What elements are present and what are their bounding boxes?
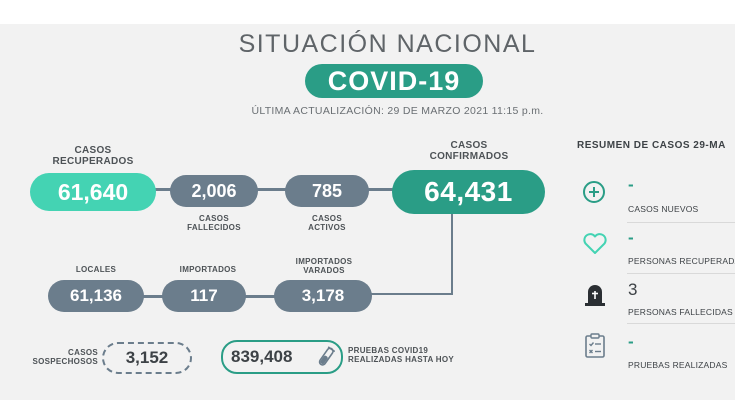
confirmados-label: CASOS CONFIRMADOS (429, 140, 509, 162)
heart-icon (582, 232, 608, 261)
confirmados-value: 64,431 (392, 170, 545, 214)
activos-value: 785 (285, 175, 369, 207)
page-title: SITUACIÓN NACIONAL (238, 30, 537, 58)
summary-item-pruebas: - PRUEBAS REALIZADAS (580, 332, 735, 377)
casos-nuevos-value: - (628, 175, 634, 194)
test-tube-icon (317, 346, 336, 373)
sospechosos-value: 3,152 (102, 342, 192, 374)
pruebas-value: 839,408 (231, 347, 293, 366)
activos-label: CASOS ACTIVOS (308, 214, 346, 232)
locales-label: LOCALES (75, 265, 117, 274)
tombstone-icon (583, 283, 607, 312)
last-updated: ÚLTIMA ACTUALIZACIÓN: 29 DE MARZO 2021 1… (251, 105, 544, 117)
fallecidas-label: PERSONAS FALLECIDAS (628, 307, 733, 317)
summary-divider-2 (627, 273, 735, 274)
locales-value: 61,136 (48, 280, 144, 312)
importados-value: 117 (162, 280, 246, 312)
clipboard-icon (584, 333, 606, 364)
fallecidos-label: CASOS FALLECIDOS (187, 214, 241, 232)
connector-right (365, 293, 453, 295)
summary-divider-1 (627, 222, 735, 223)
summary-item-recuperadas: - PERSONAS RECUPERADA (580, 228, 735, 273)
recuperadas-value: - (628, 228, 634, 247)
fallecidos-value: 2,006 (170, 175, 258, 207)
varados-label: IMPORTADOS VARADOS (295, 257, 353, 275)
pruebas-resumen-label: PRUEBAS REALIZADAS (628, 360, 728, 370)
casos-nuevos-label: CASOS NUEVOS (628, 204, 699, 214)
summary-item-casos-nuevos: - CASOS NUEVOS (580, 175, 735, 220)
connector-top (140, 188, 395, 191)
recuperados-value: 61,640 (30, 173, 156, 211)
varados-value: 3,178 (274, 280, 372, 312)
sospechosos-label: CASOS SOSPECHOSOS (32, 348, 98, 366)
recuperados-label: CASOS RECUPERADOS (52, 145, 134, 167)
summary-divider-3 (627, 323, 735, 324)
summary-item-fallecidas: 3 PERSONAS FALLECIDAS (580, 280, 735, 325)
importados-label: IMPORTADOS (179, 265, 237, 274)
pruebas-label: PRUEBAS COVID19 REALIZADAS HASTA HOY (348, 346, 454, 364)
pruebas-box: 839,408 (221, 340, 343, 374)
recuperadas-label: PERSONAS RECUPERADA (628, 256, 735, 266)
summary-title: RESUMEN DE CASOS 29-MA (577, 140, 726, 151)
pruebas-resumen-value: - (628, 332, 634, 351)
connector-vertical (451, 205, 453, 295)
fallecidas-value: 3 (628, 280, 638, 299)
plus-circle-icon (582, 180, 606, 209)
covid-badge: COVID-19 (305, 64, 483, 98)
